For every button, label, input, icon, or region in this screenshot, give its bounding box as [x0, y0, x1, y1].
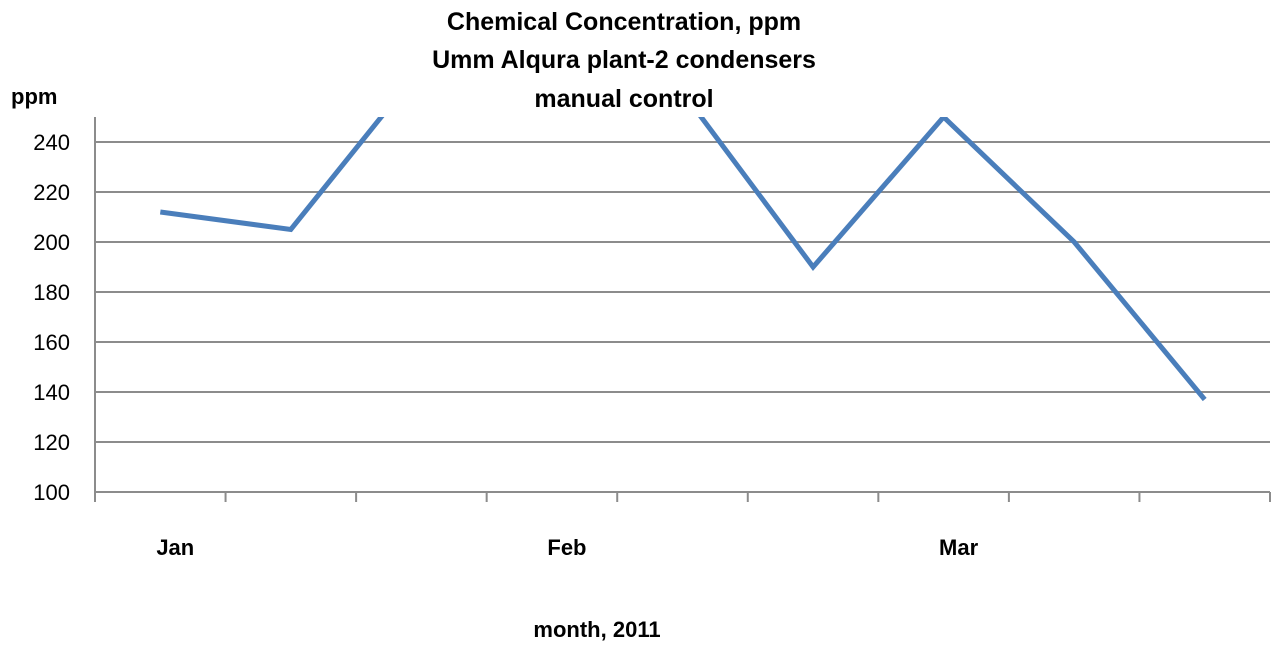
- x-category-label: Feb: [547, 535, 586, 560]
- x-category-label: Jan: [156, 535, 194, 560]
- title-line-1: Chemical Concentration, ppm: [447, 8, 801, 36]
- y-axis-ticks: 100 120 140 160 180 200 220 240: [33, 130, 70, 505]
- y-tick-label: 200: [33, 230, 70, 255]
- title-line-2: Umm Alqura plant-2 condensers: [432, 46, 816, 74]
- y-tick-label: 180: [33, 280, 70, 305]
- y-tick-label: 160: [33, 330, 70, 355]
- chart-title: Chemical Concentration, ppm Umm Alqura p…: [432, 8, 816, 113]
- y-tick-label: 240: [33, 130, 70, 155]
- title-line-3: manual control: [534, 85, 713, 113]
- x-axis-label: month, 2011: [533, 617, 660, 642]
- gridlines: [95, 141, 1270, 443]
- x-category-label: Mar: [939, 535, 979, 560]
- y-tick-label: 120: [33, 430, 70, 455]
- y-tick-label: 100: [33, 480, 70, 505]
- y-axis-label: ppm: [11, 84, 57, 109]
- x-axis: [94, 117, 1271, 502]
- y-tick-label: 220: [33, 180, 70, 205]
- x-axis-categories: Jan Feb Mar: [156, 535, 978, 560]
- series-line: [159, 117, 1207, 402]
- y-tick-label: 140: [33, 380, 70, 405]
- series-layer: [159, 117, 1207, 402]
